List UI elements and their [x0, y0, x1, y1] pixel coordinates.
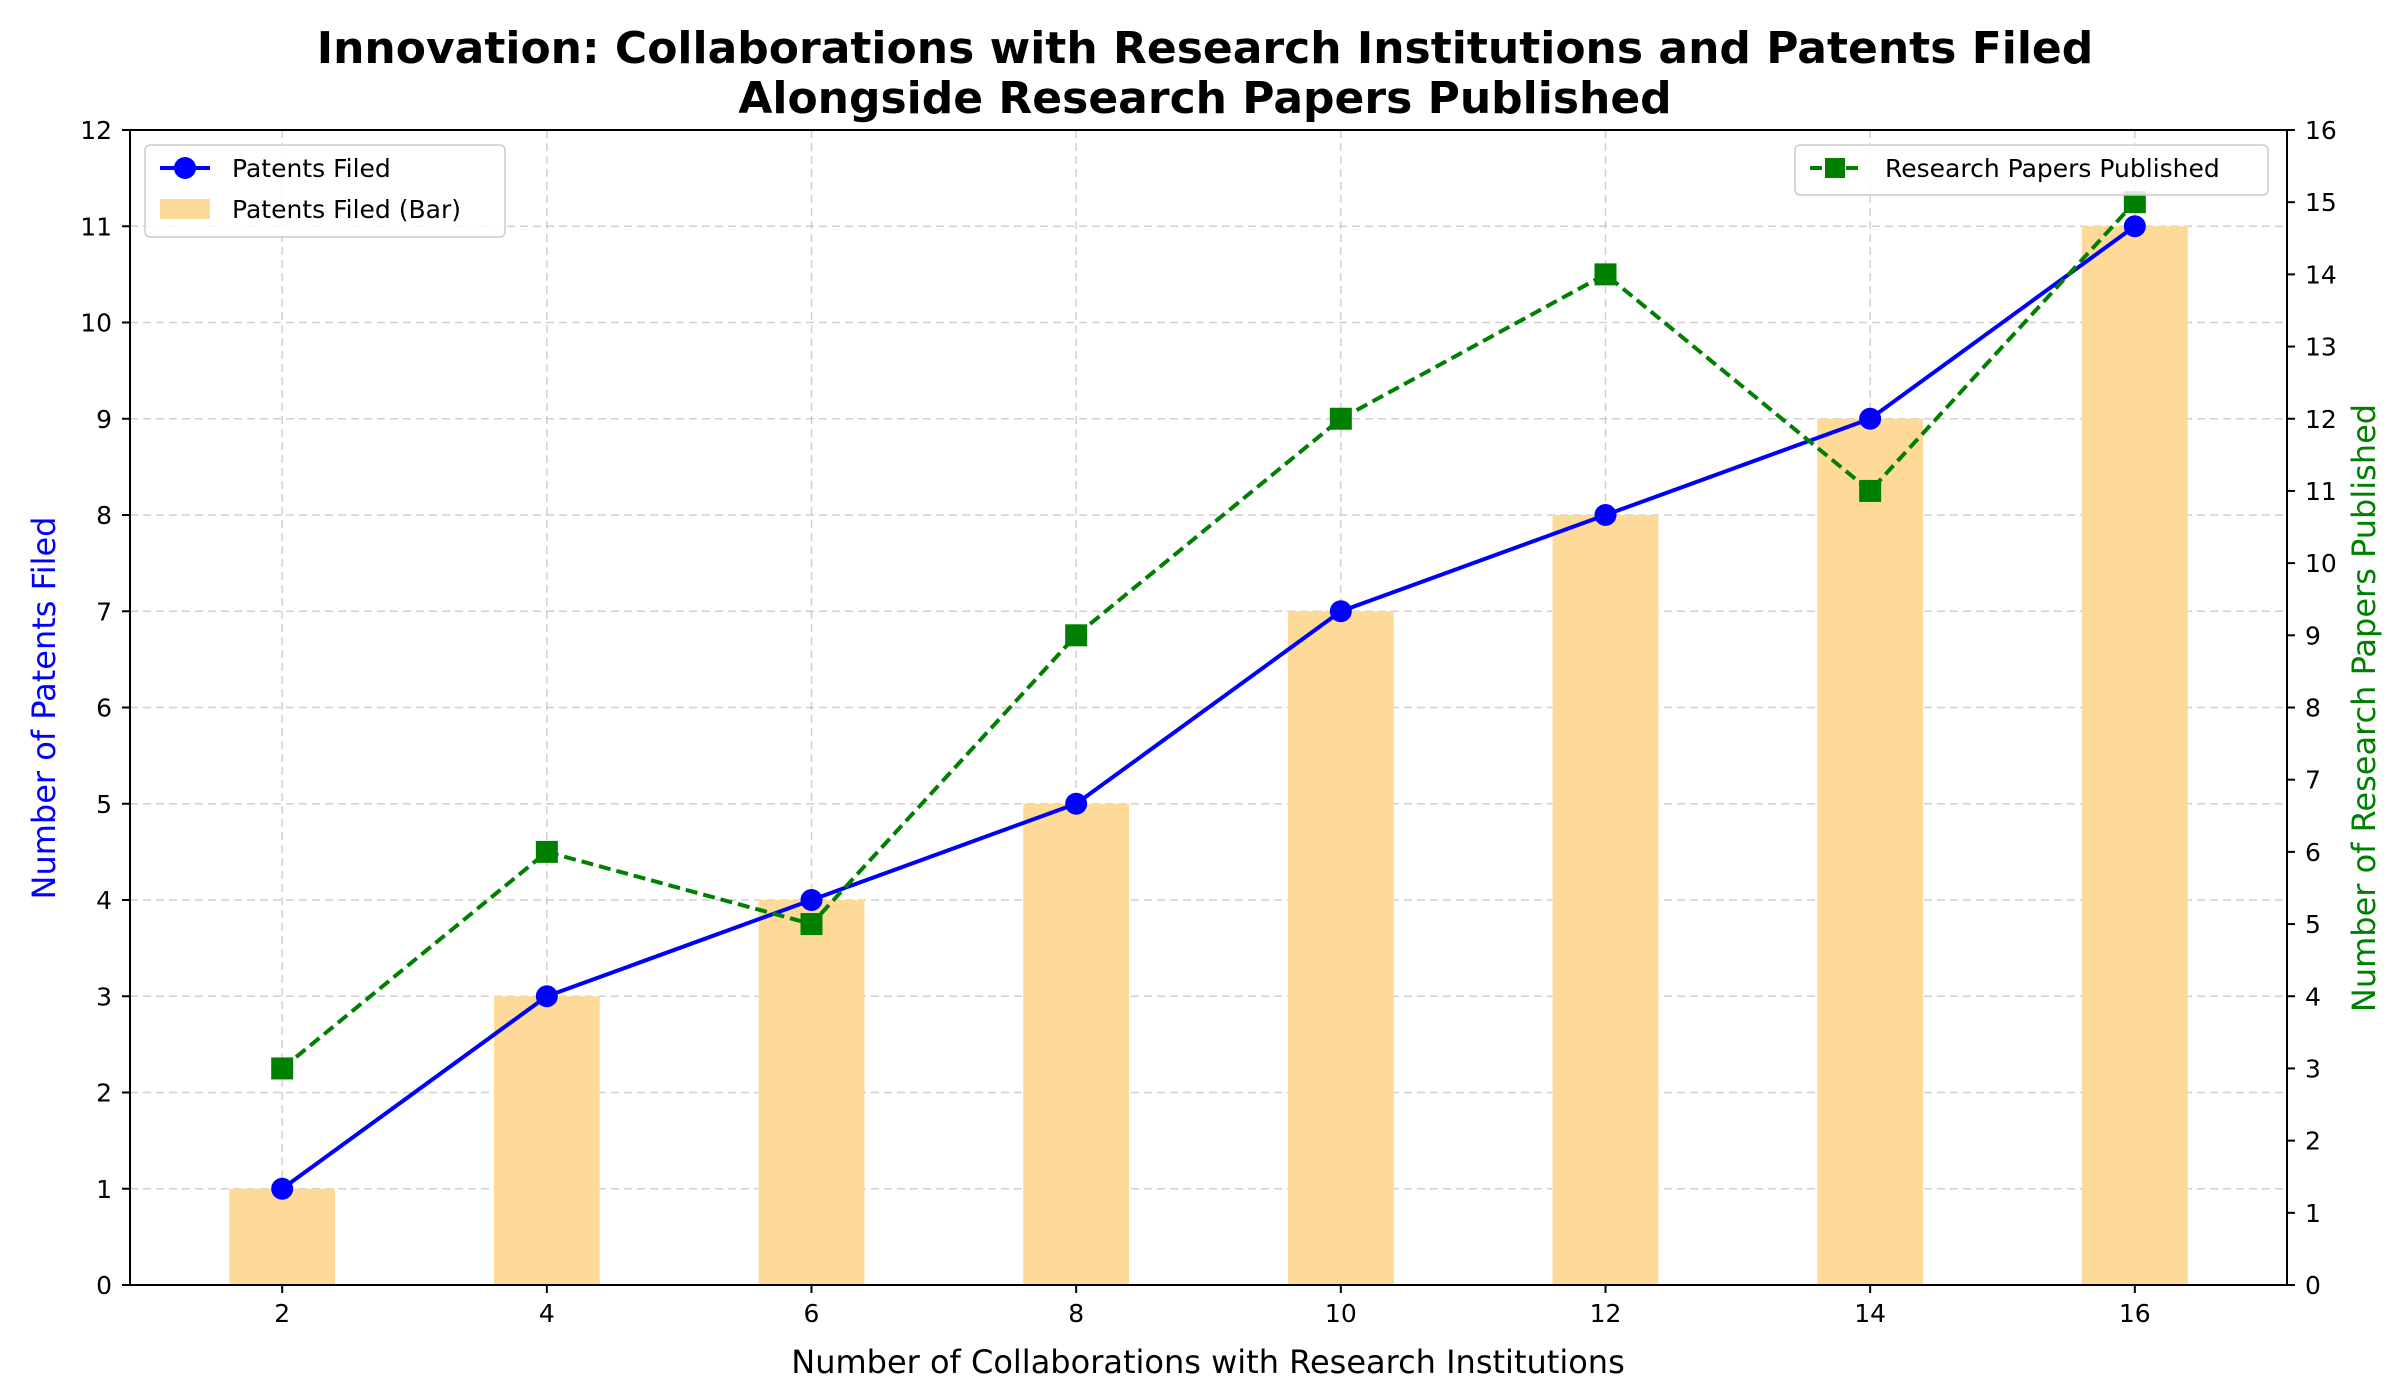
point-patents-filed-12 [1594, 504, 1617, 526]
y-right-tick-label-9: 9 [2305, 621, 2321, 650]
y-right-tick-label-10: 10 [2305, 549, 2337, 578]
legend-bar-label: Patents Filed (Bar) [232, 195, 461, 224]
y-right-tick-label-13: 13 [2305, 333, 2337, 362]
y-right-tick-label-15: 15 [2305, 188, 2337, 217]
point-research-papers-published-14 [1859, 479, 1882, 502]
y-left-tick-label-9: 9 [96, 405, 112, 434]
axes: 2 4 6 8 10 12 14 160123456789101112012345678910… [80, 116, 2337, 1328]
point-patents-filed-8 [1065, 792, 1088, 815]
point-patents-filed-6 [800, 889, 823, 911]
bar-12 [1552, 515, 1659, 1285]
y-right-tick-label-12: 12 [2305, 405, 2337, 434]
y-axis-label-right: Number of Research Papers Published [2345, 404, 2383, 1012]
y-right-tick-label-5: 5 [2305, 910, 2321, 939]
y-right-tick-label-11: 11 [2305, 477, 2337, 506]
x-tick-label-6: 6 [804, 1299, 820, 1328]
x-tick-label-12: 12 [1590, 1299, 1622, 1328]
bar-2 [229, 1188, 336, 1285]
point-patents-filed-2 [271, 1177, 294, 1200]
legend-right: Research Papers Published [1794, 144, 2269, 196]
y-left-tick-label-10: 10 [80, 309, 112, 338]
y-right-tick-label-7: 7 [2305, 766, 2321, 795]
x-tick-label-10: 10 [1325, 1299, 1357, 1328]
legend-papers-label: Research Papers Published [1885, 154, 2220, 183]
legend-patents-label: Patents Filed [232, 154, 391, 183]
y-left-tick-label-5: 5 [96, 790, 112, 819]
y-left-tick-label-7: 7 [96, 597, 112, 626]
y-left-tick-label-3: 3 [96, 982, 112, 1011]
y-left-tick-label-8: 8 [96, 501, 112, 530]
y-right-tick-label-4: 4 [2305, 982, 2321, 1011]
y-left-tick-label-11: 11 [80, 212, 112, 241]
legend-papers-marker [1825, 158, 1845, 178]
point-research-papers-published-6 [800, 913, 823, 936]
x-tick-label-14: 14 [1854, 1299, 1886, 1328]
point-research-papers-published-2 [271, 1057, 294, 1080]
series-line-research-papers-published [280, 200, 2137, 1070]
y-right-tick-label-8: 8 [2305, 694, 2321, 723]
x-tick-label-2: 2 [274, 1299, 290, 1328]
bar-14 [1817, 418, 1924, 1285]
bar-4 [493, 996, 600, 1285]
x-axis-label: Number of Collaborations with Research I… [791, 1343, 1624, 1381]
y-right-tick-label-16: 16 [2305, 116, 2337, 145]
bar-16 [2081, 226, 2188, 1285]
legend-bar-swatch [160, 199, 210, 219]
y-axis-label-left: Number of Patents Filed [25, 517, 63, 900]
y-right-tick-label-0: 0 [2305, 1271, 2321, 1300]
bar-8 [1023, 803, 1130, 1285]
legend-right-frame [1794, 144, 2269, 196]
y-left-tick-label-2: 2 [96, 1079, 112, 1108]
x-tick-label-4: 4 [539, 1299, 555, 1328]
y-left-tick-label-4: 4 [96, 886, 112, 915]
point-patents-filed-14 [1859, 407, 1882, 430]
x-tick-label-16: 16 [2119, 1299, 2151, 1328]
y-left-tick-label-6: 6 [96, 694, 112, 723]
y-right-tick-label-1: 1 [2305, 1199, 2321, 1228]
chart-title-line-2: Alongside Research Papers Published [738, 73, 1671, 124]
point-patents-filed-16 [2123, 215, 2146, 238]
bar-6 [758, 900, 865, 1285]
legend-patents-marker [174, 157, 196, 179]
point-research-papers-published-8 [1065, 624, 1088, 647]
y-left-tick-label-1: 1 [96, 1175, 112, 1204]
y-left-tick-label-12: 12 [80, 116, 112, 145]
point-patents-filed-10 [1329, 600, 1352, 623]
point-research-papers-published-10 [1329, 407, 1352, 430]
series-lines [271, 191, 2146, 1200]
y-left-tick-label-0: 0 [96, 1271, 112, 1300]
point-research-papers-published-12 [1594, 263, 1617, 286]
point-research-papers-published-16 [2123, 191, 2146, 214]
point-research-papers-published-4 [535, 840, 558, 863]
legend-left-frame [144, 144, 506, 238]
bars [229, 226, 2188, 1285]
point-patents-filed-4 [535, 985, 558, 1008]
y-right-tick-label-6: 6 [2305, 838, 2321, 867]
y-right-tick-label-14: 14 [2305, 260, 2337, 289]
legend-left: Patents Filed Patents Filed (Bar) [144, 144, 506, 238]
bar-10 [1287, 611, 1394, 1285]
series-line-patents-filed [281, 224, 2136, 1191]
chart-title-line-1: Innovation: Collaborations with Research… [317, 23, 2094, 74]
x-tick-label-8: 8 [1068, 1299, 1084, 1328]
y-right-tick-label-3: 3 [2305, 1054, 2321, 1083]
y-right-tick-label-2: 2 [2305, 1127, 2321, 1156]
